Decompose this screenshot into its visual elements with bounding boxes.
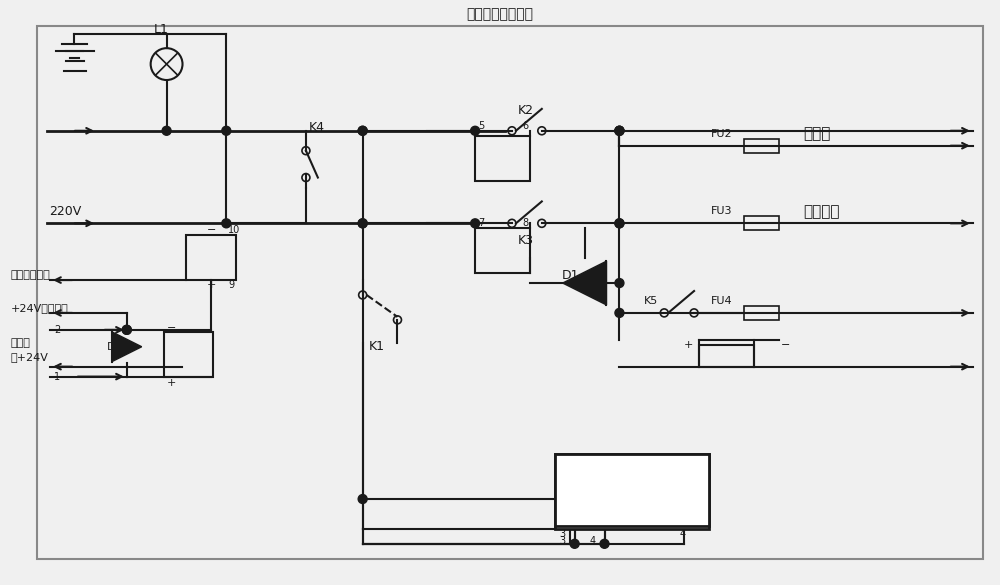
Circle shape xyxy=(358,126,367,135)
Text: K2: K2 xyxy=(518,104,534,118)
Circle shape xyxy=(162,126,171,135)
Bar xyxy=(164,332,213,377)
Circle shape xyxy=(471,219,480,228)
Bar xyxy=(475,136,530,181)
Text: 2: 2 xyxy=(54,325,60,335)
Circle shape xyxy=(358,219,367,228)
Polygon shape xyxy=(112,332,142,362)
Text: −: − xyxy=(206,225,216,235)
Bar xyxy=(555,454,709,526)
Text: FU2: FU2 xyxy=(711,129,733,139)
Text: 5: 5 xyxy=(478,121,484,131)
Text: 8: 8 xyxy=(522,218,528,228)
Text: K3: K3 xyxy=(518,234,534,247)
Text: D2: D2 xyxy=(107,342,123,352)
Text: +: + xyxy=(167,377,176,388)
Circle shape xyxy=(615,219,624,228)
Text: −: − xyxy=(781,340,790,350)
Text: 9: 9 xyxy=(228,280,234,290)
Text: D1: D1 xyxy=(562,269,579,281)
Circle shape xyxy=(615,126,624,135)
Circle shape xyxy=(222,126,231,135)
Circle shape xyxy=(615,219,624,228)
Text: 计算机: 计算机 xyxy=(804,126,831,141)
Bar xyxy=(475,228,530,273)
Circle shape xyxy=(358,126,367,135)
Text: +: + xyxy=(684,340,693,350)
Bar xyxy=(555,454,709,529)
Text: +24V  −: +24V − xyxy=(570,484,639,498)
Circle shape xyxy=(122,325,131,334)
Bar xyxy=(744,216,779,230)
Circle shape xyxy=(358,494,367,504)
Text: +24V加电回告: +24V加电回告 xyxy=(10,303,68,313)
FancyBboxPatch shape xyxy=(37,26,983,559)
Text: 1: 1 xyxy=(54,371,60,381)
Text: 外部控: 外部控 xyxy=(10,338,30,347)
Text: 加电保护控制电路: 加电保护控制电路 xyxy=(467,8,534,21)
Text: 7: 7 xyxy=(478,218,484,228)
Circle shape xyxy=(570,539,579,548)
Circle shape xyxy=(615,126,624,135)
Text: +: + xyxy=(206,280,216,290)
Bar xyxy=(699,345,754,367)
Polygon shape xyxy=(563,261,606,305)
Circle shape xyxy=(600,539,609,548)
Circle shape xyxy=(615,278,624,287)
Text: 4: 4 xyxy=(590,536,596,546)
Text: −: − xyxy=(167,323,176,333)
Text: 3: 3 xyxy=(560,536,566,546)
Text: FU4: FU4 xyxy=(711,296,733,306)
Circle shape xyxy=(222,219,231,228)
Text: 加电保护信号: 加电保护信号 xyxy=(10,270,50,280)
Text: 4: 4 xyxy=(679,529,685,539)
Text: K1: K1 xyxy=(369,340,385,353)
Text: 制+24V: 制+24V xyxy=(10,352,48,362)
Text: K5: K5 xyxy=(644,296,659,306)
Text: 3: 3 xyxy=(560,529,566,539)
Bar xyxy=(744,139,779,153)
Circle shape xyxy=(358,219,367,228)
Bar xyxy=(744,306,779,320)
Text: L1: L1 xyxy=(154,23,169,36)
Bar xyxy=(186,235,236,280)
Circle shape xyxy=(615,308,624,318)
Circle shape xyxy=(471,126,480,135)
Text: +24V  −: +24V − xyxy=(565,480,640,498)
Circle shape xyxy=(122,325,131,334)
Text: FU3: FU3 xyxy=(711,207,732,216)
Text: 10: 10 xyxy=(228,225,241,235)
Text: K4: K4 xyxy=(309,121,325,135)
Circle shape xyxy=(615,126,624,135)
Text: 6: 6 xyxy=(522,121,528,131)
Text: 220V: 220V xyxy=(49,205,81,218)
Text: 综合电源: 综合电源 xyxy=(804,204,840,219)
